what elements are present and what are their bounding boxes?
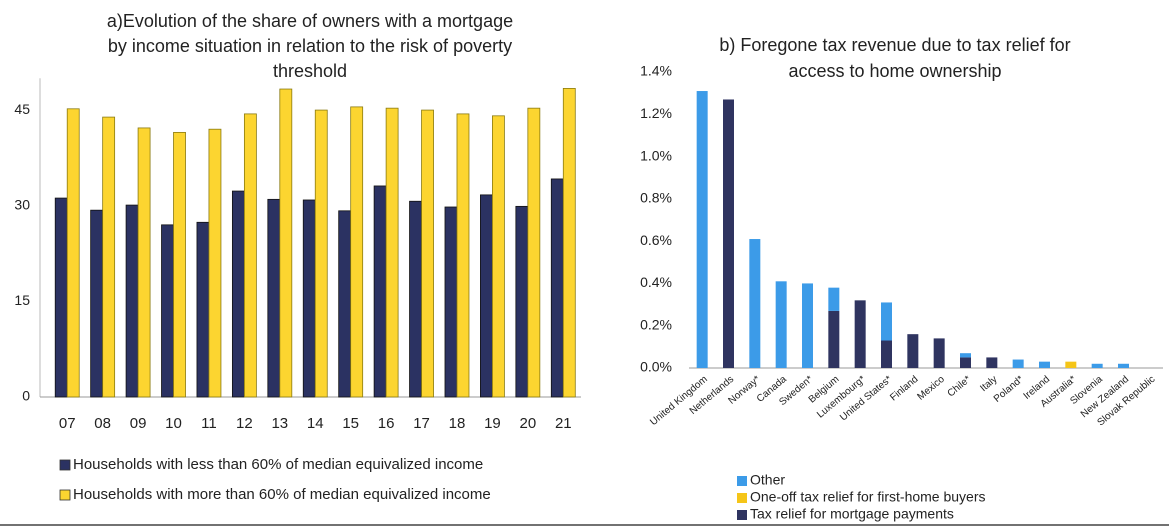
- bar: [550, 178, 564, 398]
- bar: [208, 128, 222, 398]
- bar: [243, 113, 257, 398]
- bar: [90, 209, 104, 398]
- bar: [231, 190, 245, 398]
- bar: [137, 127, 151, 398]
- bar-segment: [723, 99, 734, 368]
- bar: [267, 198, 281, 398]
- y-tick-label: 1.4%: [640, 63, 672, 79]
- bar: [527, 107, 541, 398]
- legend-swatch: [737, 510, 747, 520]
- bar-segment: [960, 353, 971, 358]
- chart-title: by income situation in relation to the r…: [108, 36, 512, 56]
- bar: [66, 108, 80, 398]
- bar-segment: [1065, 361, 1077, 368]
- y-tick-label: 1.2%: [640, 105, 672, 121]
- y-tick-label: 0.0%: [640, 359, 672, 375]
- x-tick-label: 14: [307, 415, 324, 432]
- bar: [350, 106, 364, 398]
- bar-segment: [881, 302, 892, 341]
- bar: [492, 115, 505, 398]
- x-tick-label: 15: [342, 415, 359, 432]
- x-tick-label: Mexico: [915, 374, 947, 403]
- chart-title: a)Evolution of the share of owners with …: [107, 11, 513, 31]
- bar: [385, 107, 399, 398]
- bar: [173, 131, 186, 398]
- y-tick-label: 0.2%: [640, 316, 672, 332]
- x-tick-label: 09: [130, 415, 147, 432]
- bar: [444, 206, 458, 398]
- y-tick-label: 0: [22, 388, 30, 404]
- bar: [314, 109, 328, 398]
- legend-label: Tax relief for mortgage payments: [750, 506, 954, 522]
- x-tick-label: 10: [165, 415, 182, 432]
- y-tick-label: 1.0%: [640, 147, 672, 163]
- bar: [125, 204, 139, 398]
- bar: [279, 88, 293, 398]
- bar-segment: [1039, 361, 1050, 368]
- chart-title: b) Foregone tax revenue due to tax relie…: [719, 35, 1070, 55]
- x-tick-label: Chile*: [946, 374, 974, 400]
- x-tick-label: 19: [484, 415, 501, 432]
- legend-label: Households with more than 60% of median …: [73, 486, 491, 503]
- bar-segment: [960, 357, 971, 368]
- bar: [373, 185, 387, 398]
- bar-segment: [828, 310, 840, 368]
- x-tick-label: 13: [271, 415, 288, 432]
- bar: [102, 116, 116, 398]
- x-tick-label: 12: [236, 415, 253, 432]
- bar-segment: [881, 340, 892, 368]
- x-tick-label: 21: [555, 415, 572, 432]
- bar: [161, 224, 174, 398]
- bar-segment: [749, 239, 761, 368]
- legend-swatch: [737, 476, 747, 486]
- y-tick-label: 45: [14, 101, 30, 117]
- legend-label: Other: [750, 472, 785, 488]
- bar: [302, 199, 316, 398]
- chart-title: access to home ownership: [788, 61, 1001, 81]
- y-tick-label: 0.4%: [640, 274, 672, 290]
- x-tick-label: 08: [94, 415, 111, 432]
- legend-swatch: [737, 493, 747, 503]
- bar-segment: [775, 281, 787, 368]
- bar-segment: [854, 300, 866, 368]
- bar-segment: [986, 357, 998, 368]
- x-tick-label: 20: [520, 415, 537, 432]
- bar: [409, 200, 422, 398]
- x-tick-label: 07: [59, 415, 76, 432]
- bar-segment: [933, 338, 945, 368]
- bar: [54, 197, 68, 398]
- x-tick-label: 11: [201, 415, 217, 432]
- x-tick-label: Italy: [978, 374, 999, 394]
- bar-segment: [802, 283, 813, 368]
- bar: [338, 210, 352, 398]
- bar-segment: [696, 91, 708, 369]
- legend-swatch: [59, 459, 71, 471]
- x-tick-label: 16: [378, 415, 395, 432]
- bar-segment: [828, 287, 840, 311]
- bar: [480, 194, 493, 398]
- chart-title: threshold: [273, 61, 347, 81]
- x-tick-label: 18: [449, 415, 466, 432]
- bar-segment: [1091, 363, 1103, 368]
- y-tick-label: 15: [14, 292, 30, 308]
- bar: [562, 88, 576, 398]
- bar-segment: [1012, 359, 1024, 368]
- x-tick-label: 17: [413, 415, 430, 432]
- legend-label: One-off tax relief for first-home buyers: [750, 489, 986, 505]
- bar: [456, 113, 470, 398]
- bar-segment: [1118, 363, 1129, 368]
- bar: [421, 109, 434, 398]
- y-tick-label: 0.8%: [640, 190, 672, 206]
- x-tick-label: Poland*: [992, 374, 1026, 405]
- y-tick-label: 0.6%: [640, 232, 672, 248]
- legend-label: Households with less than 60% of median …: [73, 456, 483, 473]
- bar-segment: [907, 334, 919, 368]
- bar: [515, 205, 529, 398]
- x-tick-label: Finland: [888, 374, 920, 404]
- bar: [196, 221, 210, 398]
- legend-swatch: [59, 489, 71, 501]
- y-tick-label: 30: [14, 196, 30, 212]
